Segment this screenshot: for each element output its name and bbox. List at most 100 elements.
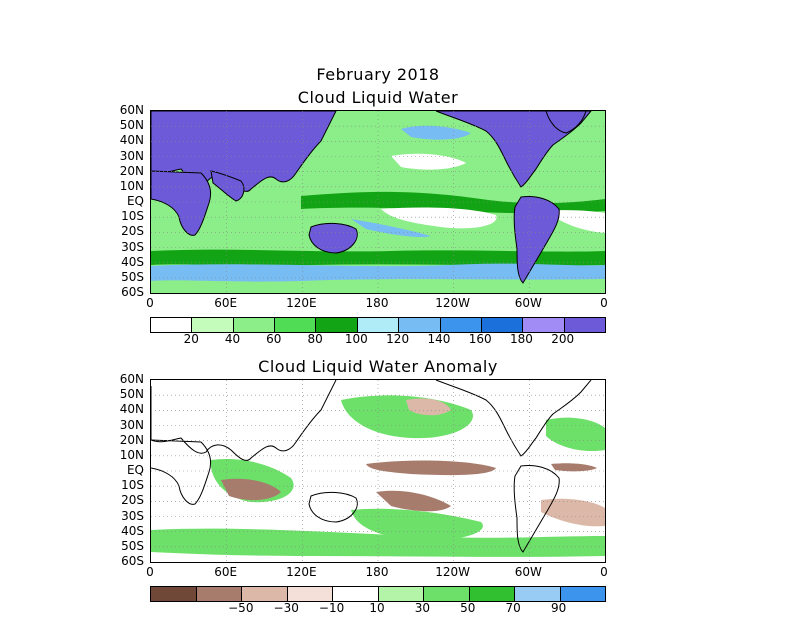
latitude-label: 30N — [119, 417, 144, 432]
colorbar-swatch — [233, 318, 276, 332]
top-southern-band — [151, 249, 605, 266]
colorbar-label: 40 — [224, 332, 241, 346]
colorbar-swatch — [333, 587, 379, 601]
top-dry-se-pacific — [381, 207, 497, 229]
colorbar-swatch — [378, 587, 424, 601]
longitude-label: 0 — [600, 296, 608, 310]
colorbar-swatch — [151, 587, 197, 601]
top-land-australia — [308, 222, 358, 254]
colorbar-label: 180 — [510, 332, 533, 346]
colorbar-swatch — [564, 318, 605, 332]
latitude-label: 40S — [121, 254, 144, 269]
colorbar-swatch — [440, 318, 482, 332]
top-panel-title: Cloud Liquid Water — [297, 88, 459, 107]
latitude-label: 10S — [121, 478, 144, 493]
latitude-label: 50N — [119, 387, 144, 402]
colorbar-label: 80 — [307, 332, 323, 346]
bottom-coast-eurasia — [151, 380, 337, 461]
bottom-coast-africa — [151, 439, 212, 505]
colorbar-swatch — [515, 587, 561, 601]
top-map-canvas — [151, 111, 605, 293]
longitude-label: 120W — [435, 565, 471, 579]
latitude-label: 30N — [119, 148, 144, 163]
colorbar-label: 90 — [550, 601, 567, 615]
top-dry-north-pacific — [391, 153, 466, 170]
colorbar-swatch — [523, 318, 565, 332]
bottom-coast-australia — [308, 491, 358, 523]
bottom-panel-title: Cloud Liquid Water Anomaly — [258, 357, 498, 376]
longitude-label: 0 — [146, 565, 154, 579]
colorbar-label: 20 — [183, 332, 199, 346]
longitude-label: 120W — [435, 296, 471, 310]
colorbar-label: 60 — [266, 332, 282, 346]
longitude-label: 60E — [214, 565, 238, 579]
colorbar-label: 200 — [551, 332, 575, 346]
latitude-label: 40S — [121, 523, 144, 538]
latitude-label: 10S — [121, 209, 144, 224]
bottom-colorbar — [150, 586, 606, 602]
colorbar-swatch — [469, 587, 515, 601]
bottom-neg-south-pacific — [376, 490, 451, 512]
colorbar-label: 100 — [344, 332, 368, 346]
latitude-label: 40N — [119, 402, 144, 417]
colorbar-swatch — [424, 587, 470, 601]
latitude-label: EQ — [126, 194, 144, 208]
bottom-neg-south-indian — [221, 478, 281, 501]
top-land-north-america — [435, 111, 592, 188]
latitude-label: 20N — [119, 163, 144, 178]
latitude-label: 50N — [119, 118, 144, 133]
colorbar-label: −30 — [273, 601, 299, 615]
latitude-label: EQ — [126, 463, 144, 477]
latitude-label: 20N — [119, 432, 144, 447]
latitude-label: 60S — [121, 554, 144, 568]
colorbar-swatch — [196, 587, 242, 601]
date-title: February 2018 — [316, 65, 440, 84]
bottom-light-neg-north-pacific — [406, 398, 451, 416]
bottom-pos-atlantic — [546, 417, 605, 452]
top-southern-storm-track — [151, 263, 605, 282]
longitude-label: 180 — [365, 565, 389, 579]
bottom-map — [150, 379, 606, 563]
colorbar-swatch — [481, 318, 524, 332]
colorbar-swatch — [287, 587, 333, 601]
bottom-coast-north-america — [435, 380, 592, 457]
colorbar-label: 160 — [468, 332, 492, 346]
longitude-label: 0 — [600, 565, 608, 579]
longitude-label: 60W — [514, 296, 542, 310]
colorbar-label: −50 — [228, 601, 254, 615]
colorbar-swatch — [242, 587, 288, 601]
top-land-greenland — [545, 111, 587, 134]
latitude-label: 50S — [121, 269, 144, 284]
colorbar-label: −10 — [318, 601, 345, 615]
latitude-label: 10N — [119, 447, 144, 462]
longitude-label: 60W — [514, 565, 542, 579]
top-colorbar — [150, 317, 606, 333]
latitude-label: 60N — [119, 103, 144, 117]
colorbar-swatch — [560, 587, 605, 601]
colorbar-swatch — [357, 318, 400, 332]
colorbar-label: 10 — [369, 601, 385, 615]
latitude-label: 30S — [121, 239, 144, 254]
colorbar-swatch — [399, 318, 441, 332]
latitude-label: 60N — [119, 372, 144, 386]
colorbar-swatch — [316, 318, 358, 332]
longitude-label: 0 — [146, 296, 154, 310]
bottom-coast-south-america — [513, 465, 560, 553]
latitude-label: 20S — [121, 224, 144, 239]
colorbar-label: 70 — [505, 601, 521, 615]
colorbar-label: 120 — [386, 332, 410, 346]
longitude-label: 120E — [286, 565, 317, 579]
latitude-label: 60S — [121, 285, 144, 299]
bottom-neg-equatorial-atlantic — [551, 463, 597, 472]
top-north-pacific-storm-track — [401, 125, 471, 140]
colorbar-swatch — [275, 318, 317, 332]
bottom-neg-equatorial-pacific — [366, 460, 496, 476]
latitude-label: 30S — [121, 508, 144, 523]
colorbar-label: 30 — [414, 601, 431, 615]
top-dry-se-atlantic — [546, 210, 605, 233]
top-map — [150, 110, 606, 294]
top-land-south-america — [513, 196, 560, 284]
latitude-label: 40N — [119, 133, 144, 148]
bottom-light-neg-southeast-pacific — [541, 498, 605, 527]
latitude-label: 10N — [119, 178, 144, 193]
